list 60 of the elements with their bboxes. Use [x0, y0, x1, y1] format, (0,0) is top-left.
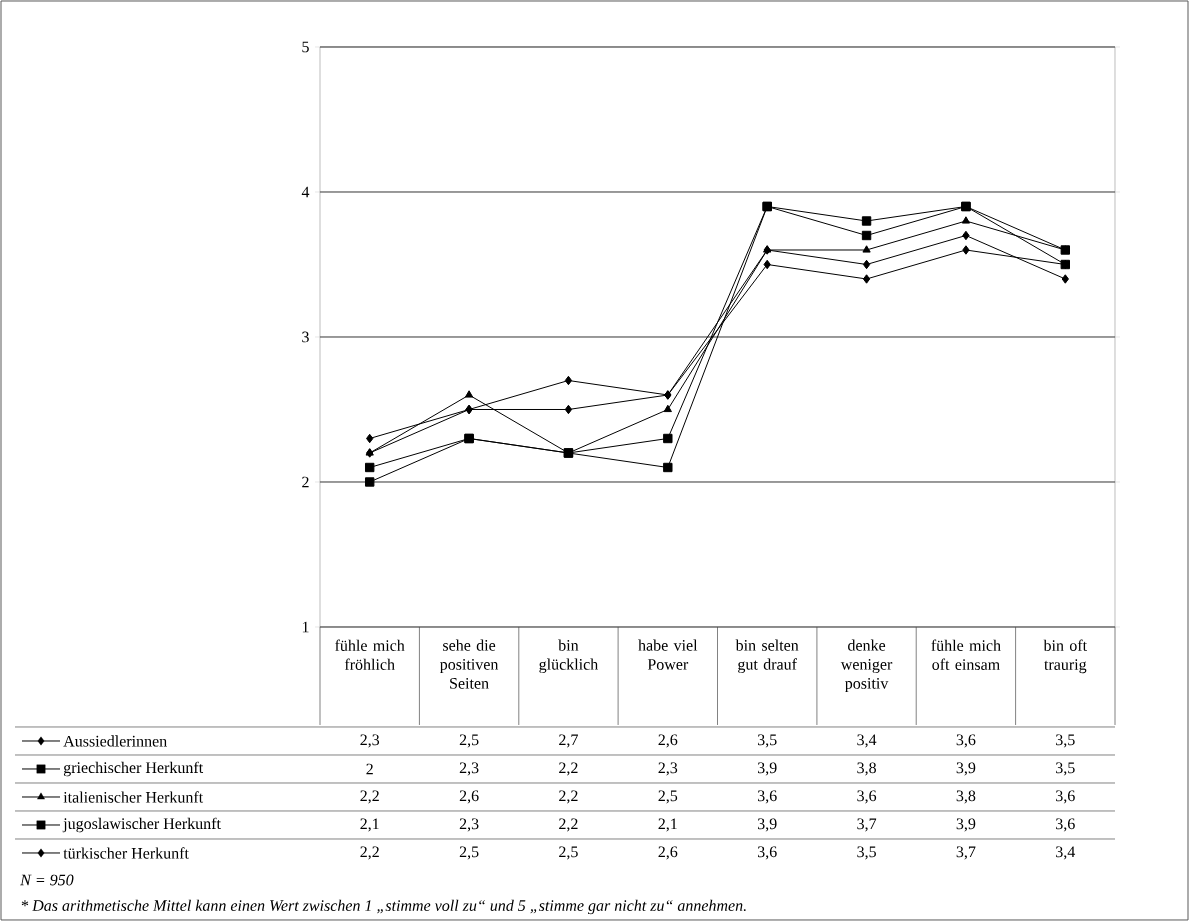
data-label: 3,9 [956, 818, 976, 832]
data-label: 3,8 [857, 762, 876, 776]
data-label: 3,6 [857, 790, 877, 804]
data-label: 2,6 [658, 734, 678, 748]
data-label: 2,5 [459, 734, 479, 748]
data-label: 3,4 [857, 734, 877, 748]
y-tick-label: 2 [302, 476, 309, 488]
y-tick-label: 4 [301, 186, 310, 198]
x-tick-label: denke weniger positiv [840, 639, 893, 693]
legend-label: türkischer Herkunft [63, 847, 189, 859]
data-label: 3,6 [1056, 790, 1075, 804]
data-label: 3,6 [956, 734, 976, 748]
data-label: 3,5 [1056, 762, 1075, 776]
data-label: 2,3 [360, 734, 380, 748]
y-tick-label: 1 [302, 621, 309, 633]
data-label: 2,5 [459, 846, 479, 860]
data-label: 3,9 [757, 818, 777, 832]
data-label: 2,2 [360, 790, 379, 804]
data-label: 3,6 [757, 846, 777, 860]
data-label: 2,3 [459, 818, 479, 832]
data-label: 3,7 [956, 846, 976, 860]
y-tick-label: 5 [302, 41, 309, 53]
data-label: 3,6 [757, 790, 777, 804]
legend-label: griechischer Herkunft [63, 761, 204, 777]
x-tick-label: habe viel Power [638, 639, 698, 670]
data-label: 2,5 [559, 846, 578, 860]
data-label: 3,7 [857, 818, 877, 832]
legend-label: Aussiedlerinnen [63, 735, 167, 747]
data-label: 2,2 [559, 790, 578, 804]
data-label: 3,8 [956, 790, 976, 804]
data-label: 3,5 [757, 734, 777, 748]
x-tick-label: fühle mich fröhlich [335, 639, 405, 670]
y-tick-label: 3 [302, 331, 309, 343]
legend-label: jugoslawischer Herkunft [62, 817, 221, 833]
data-label: 2 [366, 763, 373, 775]
data-label: 3,4 [1056, 846, 1076, 860]
data-label: 3,9 [757, 762, 777, 776]
text: * Das arithmetische Mittel kann einen Wert zwischen 1 „stimme voll zu“ und 5 „stimme gar nicht zu“ annehmen. [21, 899, 746, 915]
data-label: 2,7 [559, 734, 578, 748]
x-tick-label: bin oft traurig [1043, 639, 1087, 674]
data-label: 3,6 [1056, 818, 1075, 832]
x-tick-label: bin glücklich [539, 639, 599, 674]
data-label: 2,6 [459, 790, 479, 804]
text: N = 950 [20, 874, 74, 886]
data-label: 3,5 [1056, 734, 1075, 748]
data-label: 2,5 [658, 790, 678, 804]
x-tick-label: sehe die positiven Seiten [439, 639, 499, 689]
data-label: 2,2 [559, 818, 578, 832]
x-tick-label: bin selten gut drauf [735, 639, 799, 674]
data-label: 2,1 [360, 818, 379, 832]
data-label: 2,2 [360, 846, 379, 860]
data-label: 2,3 [658, 762, 678, 776]
data-label: 2,2 [559, 762, 578, 776]
x-tick-label: fühle mich oft einsam [931, 639, 1001, 670]
data-label: 3,9 [956, 762, 976, 776]
legend-label: italienischer Herkunft [63, 791, 204, 803]
data-label: 2,6 [658, 846, 678, 860]
data-label: 3,5 [857, 846, 876, 860]
data-label: 2,3 [459, 762, 479, 776]
data-label: 2,1 [658, 818, 677, 832]
